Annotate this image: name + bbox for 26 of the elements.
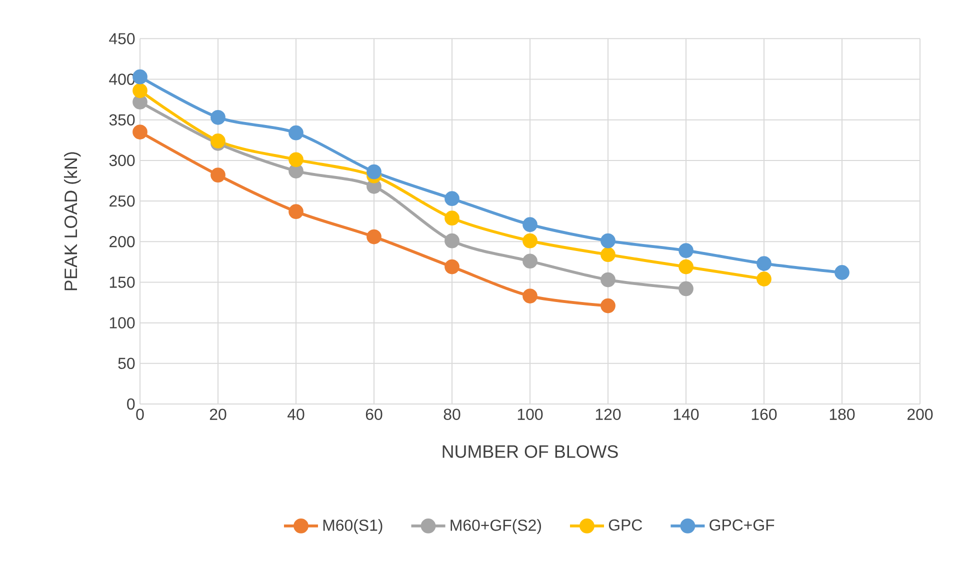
legend-label: M60(S1): [323, 519, 382, 534]
y-tick-label: 0: [127, 398, 135, 410]
x-tick-label: 0: [136, 408, 144, 420]
y-tick-label: 150: [110, 276, 135, 288]
y-tick-label: 300: [109, 154, 135, 166]
x-tick-label: 180: [830, 408, 855, 420]
x-tick-label: 160: [752, 408, 777, 420]
y-tick-label: 50: [118, 358, 135, 369]
x-tick-label: 120: [596, 408, 621, 420]
y-axis-title: PEAK LOAD (kN): [64, 152, 81, 290]
y-tick-label: 250: [110, 195, 135, 207]
x-tick-label: 80: [444, 408, 460, 420]
legend-label: GPC: [608, 519, 642, 531]
legend-label: M60+GF(S2): [450, 519, 541, 534]
x-tick-label: 200: [907, 408, 933, 420]
y-tick-label: 350: [109, 114, 135, 126]
x-tick-label: 140: [674, 408, 699, 420]
y-tick-label: 450: [109, 32, 135, 44]
x-tick-label: 20: [210, 408, 226, 420]
y-tick-label: 200: [110, 236, 135, 248]
x-tick-label: 40: [288, 408, 304, 420]
x-tick-label: 100: [518, 408, 543, 420]
x-axis-title: NUMBER OF BLOWS: [442, 445, 618, 458]
x-tick-label: 60: [366, 408, 382, 420]
legend-label: GPC+GF: [710, 519, 774, 531]
y-tick-label: 100: [110, 317, 135, 328]
